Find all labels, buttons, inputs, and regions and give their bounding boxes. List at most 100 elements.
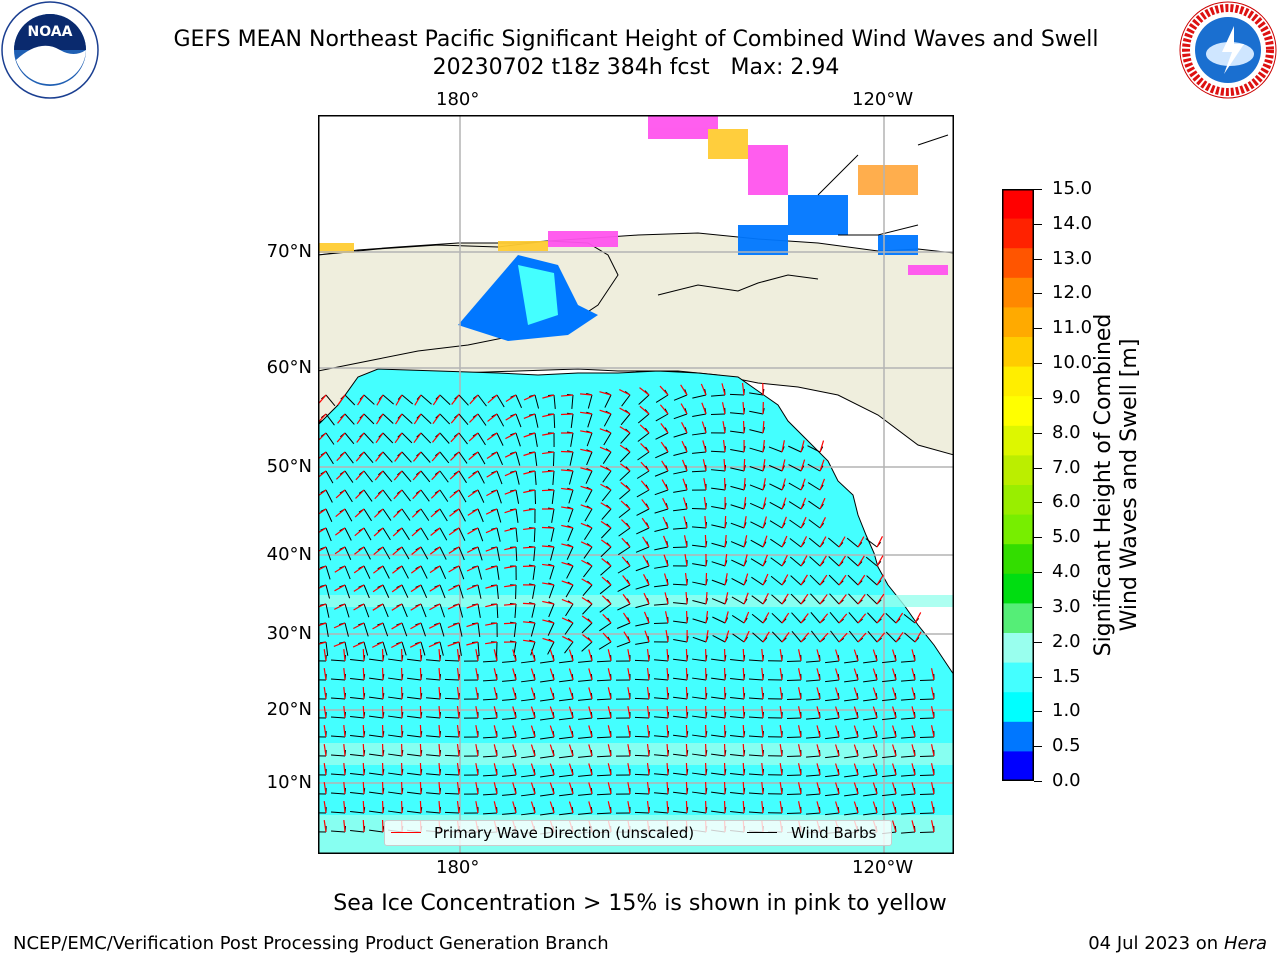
- wind-barb: [548, 603, 555, 618]
- wind-barb: [344, 508, 353, 522]
- wave-direction-arrow: [450, 451, 460, 461]
- wind-barb: [426, 678, 441, 681]
- wind-barb: [439, 451, 450, 464]
- wind-barb: [882, 679, 897, 683]
- wind-barb: [885, 613, 897, 624]
- wave-direction-arrow: [646, 725, 650, 738]
- wind-barb: [596, 755, 612, 758]
- wind-barb: [828, 574, 840, 586]
- wind-barb: [578, 698, 593, 701]
- wind-barb: [673, 753, 688, 757]
- wind-barb: [752, 632, 764, 643]
- wind-barb: [863, 736, 878, 740]
- wind-barb: [496, 451, 504, 466]
- wave-direction-arrow: [892, 744, 897, 757]
- wind-barb: [521, 698, 536, 702]
- wave-direction-arrow: [779, 763, 783, 776]
- wave-direction-arrow: [523, 394, 536, 401]
- wind-barb: [477, 451, 486, 465]
- wave-direction-arrow: [467, 546, 479, 553]
- wave-direction-arrow: [742, 762, 745, 776]
- wave-direction-arrow: [354, 508, 365, 518]
- wave-direction-arrow: [561, 524, 574, 529]
- wind-barb: [407, 677, 422, 681]
- wave-direction-arrow: [549, 763, 555, 776]
- wave-direction-arrow: [762, 516, 767, 529]
- wind-barb: [788, 464, 802, 472]
- wave-direction-arrow: [779, 706, 783, 719]
- wind-barb: [363, 432, 374, 444]
- wave-direction-arrow: [683, 516, 688, 529]
- wind-barb: [458, 413, 469, 426]
- wind-barb: [673, 734, 688, 738]
- wave-direction-arrow: [411, 527, 422, 537]
- wind-barb: [496, 527, 501, 542]
- wave-direction-arrow: [838, 574, 847, 586]
- wave-direction-arrow: [681, 459, 688, 472]
- wind-barb: [350, 696, 365, 700]
- wave-direction-arrow: [357, 394, 365, 406]
- wind-barb: [885, 631, 897, 643]
- map-title: GEFS MEAN Northeast Pacific Significant …: [173, 27, 1099, 52]
- wave-direction-arrow: [375, 451, 384, 462]
- colorbar-tick-label: 15.0: [1052, 178, 1093, 199]
- wind-barb: [325, 584, 331, 599]
- wind-barb: [825, 812, 840, 816]
- wind-barb: [496, 546, 501, 561]
- wind-barb: [844, 717, 859, 721]
- wind-barb: [654, 659, 669, 662]
- wind-barb: [712, 616, 726, 624]
- wind-barb: [533, 527, 536, 543]
- wind-barb: [882, 812, 897, 816]
- wave-direction-arrow: [318, 584, 327, 590]
- wind-barb: [730, 467, 745, 472]
- wind-barb: [515, 546, 518, 562]
- wave-direction-arrow: [781, 459, 786, 472]
- wave-direction-arrow: [542, 394, 555, 399]
- wind-barb: [711, 658, 726, 662]
- wind-barb: [863, 812, 878, 816]
- wave-direction-arrow: [343, 743, 346, 757]
- wave-direction-arrow: [469, 413, 479, 423]
- wave-direction-arrow: [323, 687, 327, 700]
- wave-direction-arrow: [643, 592, 650, 605]
- wave-direction-arrow: [485, 584, 498, 589]
- wave-direction-arrow: [588, 782, 593, 795]
- wind-barb: [581, 641, 593, 652]
- wind-barb: [848, 612, 859, 624]
- wind-barb: [482, 774, 498, 777]
- wave-direction-arrow: [430, 489, 441, 499]
- wind-barb: [749, 447, 764, 453]
- wave-direction-arrow: [485, 565, 498, 571]
- wind-barb: [567, 527, 574, 542]
- wind-barb: [692, 618, 707, 624]
- wave-direction-arrow: [430, 527, 441, 536]
- map-legend: Primary Wave Direction (unscaled) Wind B…: [384, 820, 892, 846]
- wave-direction-arrow: [800, 459, 806, 472]
- wave-direction-arrow: [681, 440, 688, 453]
- wave-direction-arrow: [797, 763, 802, 776]
- wave-direction-arrow: [392, 565, 403, 574]
- wind-barb: [692, 753, 707, 757]
- wave-direction-arrow: [561, 598, 574, 605]
- wave-direction-arrow: [685, 686, 688, 700]
- wave-direction-arrow: [599, 428, 612, 434]
- wind-barb: [847, 556, 859, 567]
- wind-barb: [458, 584, 464, 599]
- wave-direction-arrow: [835, 706, 840, 719]
- wave-direction-arrow: [666, 705, 669, 719]
- wind-barb: [331, 754, 346, 757]
- wave-direction-arrow: [892, 820, 897, 833]
- wave-direction-arrow: [800, 613, 809, 624]
- wind-barb: [587, 394, 593, 409]
- wind-barb: [749, 484, 764, 491]
- wind-barb: [672, 546, 688, 549]
- wind-barb: [692, 696, 707, 700]
- wave-direction-arrow: [588, 668, 593, 681]
- wind-barb: [791, 630, 802, 643]
- wave-direction-arrow: [762, 478, 766, 491]
- wave-direction-arrow: [619, 389, 631, 396]
- wind-barb: [730, 715, 745, 719]
- colorbar-cell: [1002, 544, 1034, 575]
- wave-direction-arrow: [742, 686, 745, 700]
